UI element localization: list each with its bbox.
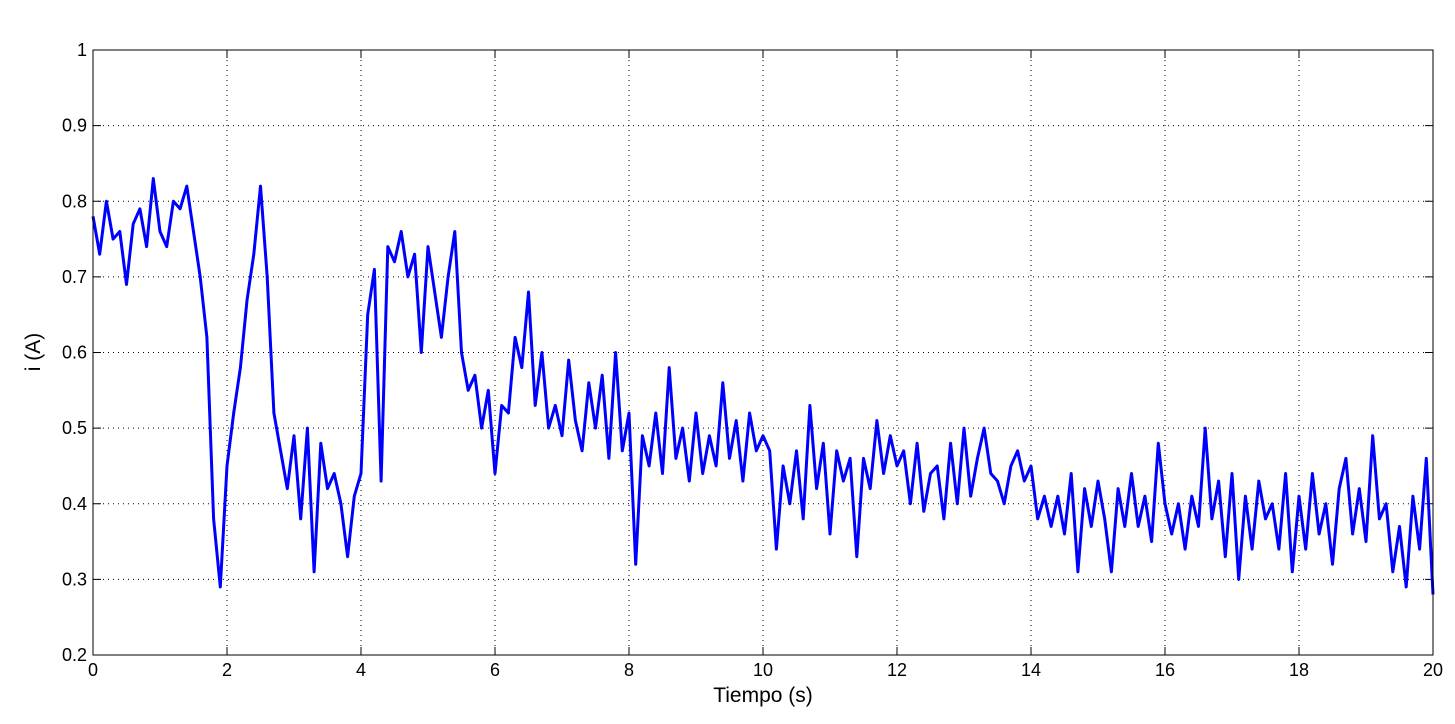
y-tick-label: 0.8 [62, 191, 87, 211]
x-tick-label: 16 [1155, 660, 1175, 680]
x-tick-label: 10 [753, 660, 773, 680]
y-tick-label: 0.3 [62, 569, 87, 589]
y-tick-label: 0.9 [62, 116, 87, 136]
y-tick-label: 0.2 [62, 645, 87, 665]
x-tick-label: 18 [1289, 660, 1309, 680]
y-tick-label: 1 [77, 40, 87, 60]
x-tick-label: 14 [1021, 660, 1041, 680]
x-tick-label: 6 [490, 660, 500, 680]
x-tick-label: 20 [1423, 660, 1443, 680]
x-tick-label: 8 [624, 660, 634, 680]
y-tick-label: 0.6 [62, 343, 87, 363]
x-axis-label: Tiempo (s) [713, 684, 813, 707]
x-tick-label: 0 [88, 660, 98, 680]
x-tick-label: 2 [222, 660, 232, 680]
y-tick-label: 0.4 [62, 494, 87, 514]
y-axis-label: i (A) [22, 333, 45, 372]
data-line [91, 177, 1435, 595]
y-tick-label: 0.5 [62, 418, 87, 438]
y-tick-label: 0.7 [62, 267, 87, 287]
x-tick-label: 12 [887, 660, 907, 680]
plot-frame [92, 49, 1434, 656]
x-tick-label: 4 [356, 660, 366, 680]
